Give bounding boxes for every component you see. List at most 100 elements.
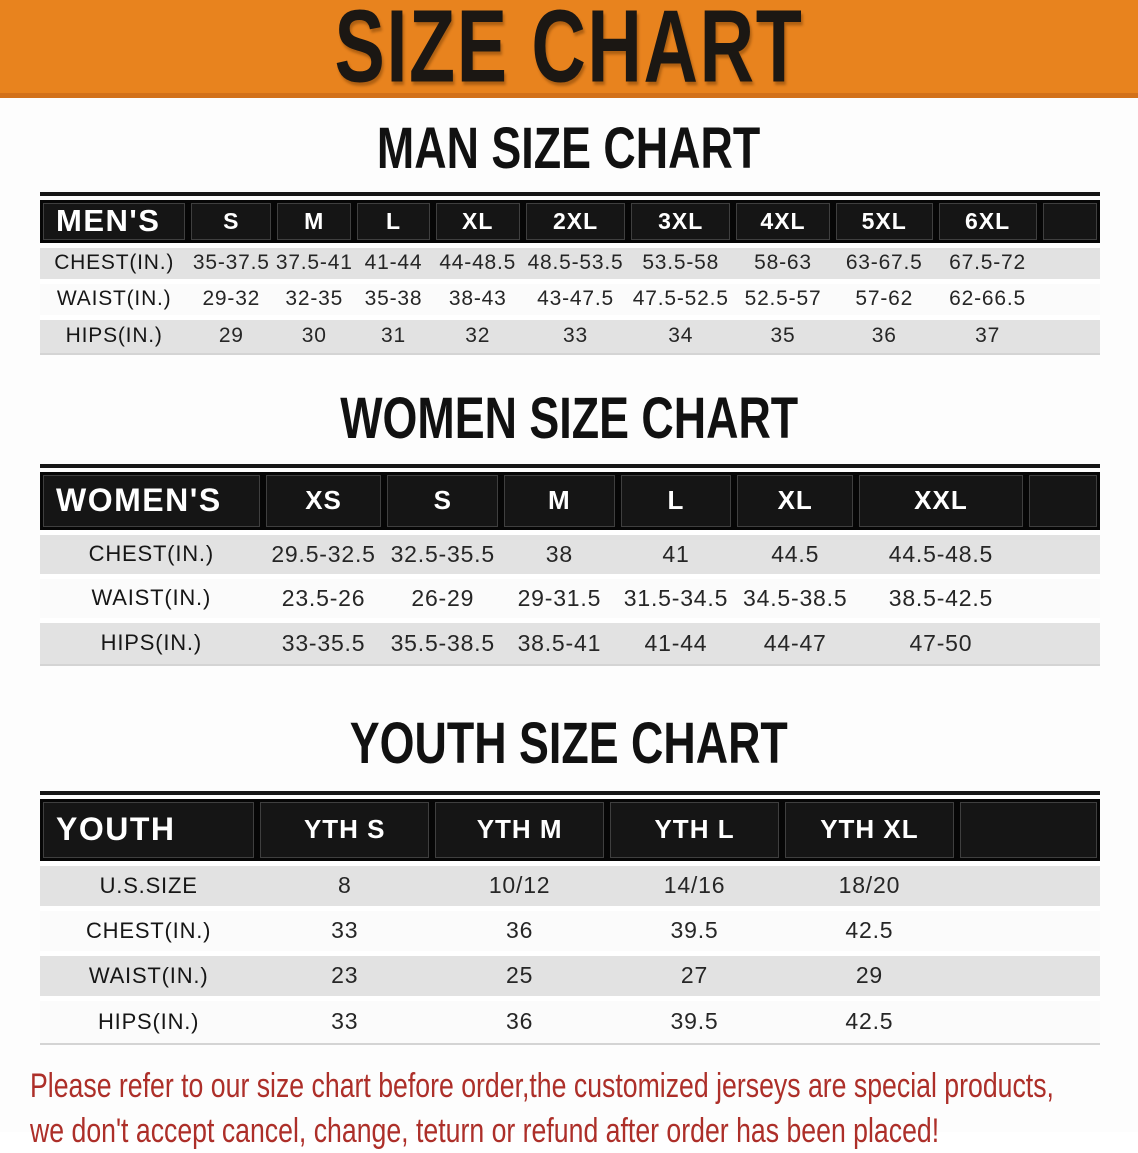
women-size-table: WOMEN'S XS S M L XL XXL CHEST(IN.) 29.5-… <box>40 464 1100 666</box>
size-value: 62-66.5 <box>935 278 1040 317</box>
size-value: 32-35 <box>274 278 355 317</box>
youth-section-title: YOUTH SIZE CHART <box>349 709 789 775</box>
youth-col-header: YTH L <box>607 799 782 863</box>
men-col-header: 5XL <box>832 200 936 245</box>
size-value: 38.5-42.5 <box>856 573 1026 620</box>
women-waist-row: WAIST(IN.) 23.5-26 26-29 29-31.5 31.5-34… <box>40 573 1100 620</box>
men-corner-label: MEN'S <box>40 200 189 245</box>
spacer-cell <box>956 995 1100 1043</box>
size-value: 39.5 <box>607 995 782 1043</box>
spacer-cell <box>956 860 1100 908</box>
youth-chest-row: CHEST(IN.) 33 36 39.5 42.5 <box>40 905 1100 953</box>
men-col-header: S <box>188 200 275 245</box>
size-value: 44-47 <box>734 617 857 664</box>
women-corner-label: WOMEN'S <box>40 472 263 532</box>
size-value: 44.5-48.5 <box>856 529 1026 576</box>
row-label: HIPS(IN.) <box>40 995 258 1043</box>
size-value: 33-35.5 <box>262 617 385 664</box>
size-value: 26-29 <box>384 573 502 620</box>
size-value: 43-47.5 <box>522 278 629 317</box>
size-value: 41 <box>617 529 735 576</box>
banner-title: SIZE CHART <box>334 0 804 98</box>
spacer-cell <box>1039 278 1100 317</box>
size-value: 18/20 <box>781 860 957 908</box>
size-value: 36 <box>432 995 608 1043</box>
size-value: 30 <box>274 314 355 353</box>
size-value: 53.5-58 <box>628 242 734 281</box>
size-value: 34.5-38.5 <box>734 573 857 620</box>
women-chest-row: CHEST(IN.) 29.5-32.5 32.5-35.5 38 41 44.… <box>40 529 1100 576</box>
size-value: 35-37.5 <box>188 242 275 281</box>
size-value: 32.5-35.5 <box>384 529 502 576</box>
spacer-cell <box>1039 200 1100 245</box>
size-value: 29 <box>781 950 957 998</box>
women-header-row: WOMEN'S XS S M L XL XXL <box>40 472 1100 532</box>
size-value: 23 <box>257 950 433 998</box>
size-value: 48.5-53.5 <box>522 242 629 281</box>
women-hips-row: HIPS(IN.) 33-35.5 35.5-38.5 38.5-41 41-4… <box>40 617 1100 664</box>
row-label: WAIST(IN.) <box>40 950 258 998</box>
size-value: 47-50 <box>856 617 1026 664</box>
row-label: HIPS(IN.) <box>40 617 263 664</box>
disclaimer-text: Please refer to our size chart before or… <box>30 1063 1054 1153</box>
spacer-cell <box>956 905 1100 953</box>
banner: SIZE CHART <box>0 0 1138 98</box>
men-size-table: MEN'S S M L XL 2XL 3XL 4XL 5XL 6XL CHEST… <box>40 192 1100 355</box>
men-hips-row: HIPS(IN.) 29 30 31 32 33 34 35 36 37 <box>40 314 1100 353</box>
size-value: 33 <box>522 314 629 353</box>
size-value: 31.5-34.5 <box>617 573 735 620</box>
size-value: 32 <box>432 314 523 353</box>
men-col-header: 4XL <box>733 200 833 245</box>
spacer-cell <box>1025 529 1100 576</box>
size-value: 27 <box>607 950 782 998</box>
size-value: 67.5-72 <box>935 242 1040 281</box>
size-value: 34 <box>628 314 734 353</box>
size-value: 29 <box>188 314 275 353</box>
men-col-header: 3XL <box>628 200 734 245</box>
size-value: 41-44 <box>617 617 735 664</box>
spacer-cell <box>956 799 1100 863</box>
size-value: 47.5-52.5 <box>628 278 734 317</box>
youth-col-header: YTH XL <box>781 799 957 863</box>
row-label: WAIST(IN.) <box>40 573 263 620</box>
men-col-header: 6XL <box>935 200 1040 245</box>
size-value: 63-67.5 <box>832 242 936 281</box>
spacer-cell <box>1025 573 1100 620</box>
spacer-cell <box>1025 617 1100 664</box>
size-value: 44-48.5 <box>432 242 523 281</box>
size-value: 58-63 <box>733 242 833 281</box>
size-value: 42.5 <box>781 905 957 953</box>
size-value: 39.5 <box>607 905 782 953</box>
youth-hips-row: HIPS(IN.) 33 36 39.5 42.5 <box>40 995 1100 1043</box>
size-value: 10/12 <box>432 860 608 908</box>
man-section-title: MAN SIZE CHART <box>377 114 761 180</box>
women-section-title: WOMEN SIZE CHART <box>340 384 798 450</box>
size-value: 37 <box>935 314 1040 353</box>
size-value: 35.5-38.5 <box>384 617 502 664</box>
size-value: 25 <box>432 950 608 998</box>
youth-col-header: YTH S <box>257 799 433 863</box>
women-col-header: XL <box>734 472 857 532</box>
women-col-header: XS <box>262 472 385 532</box>
row-label: WAIST(IN.) <box>40 278 189 317</box>
row-label: CHEST(IN.) <box>40 905 258 953</box>
size-value: 35 <box>733 314 833 353</box>
size-value: 36 <box>832 314 936 353</box>
size-value: 29.5-32.5 <box>262 529 385 576</box>
spacer-cell <box>1039 314 1100 353</box>
size-value: 14/16 <box>607 860 782 908</box>
disclaimer-line-1: Please refer to our size chart before or… <box>30 1066 1054 1105</box>
youth-ussize-row: U.S.SIZE 8 10/12 14/16 18/20 <box>40 860 1100 908</box>
row-label: CHEST(IN.) <box>40 529 263 576</box>
women-col-header: M <box>501 472 618 532</box>
size-value: 33 <box>257 905 433 953</box>
men-header-row: MEN'S S M L XL 2XL 3XL 4XL 5XL 6XL <box>40 200 1100 245</box>
youth-corner-label: YOUTH <box>40 799 258 863</box>
disclaimer-line-2: we don't accept cancel, change, teturn o… <box>30 1111 940 1150</box>
men-chest-row: CHEST(IN.) 35-37.5 37.5-41 41-44 44-48.5… <box>40 242 1100 281</box>
men-col-header: 2XL <box>522 200 629 245</box>
women-col-header: XXL <box>856 472 1026 532</box>
size-value: 23.5-26 <box>262 573 385 620</box>
size-value: 8 <box>257 860 433 908</box>
size-value: 38-43 <box>432 278 523 317</box>
